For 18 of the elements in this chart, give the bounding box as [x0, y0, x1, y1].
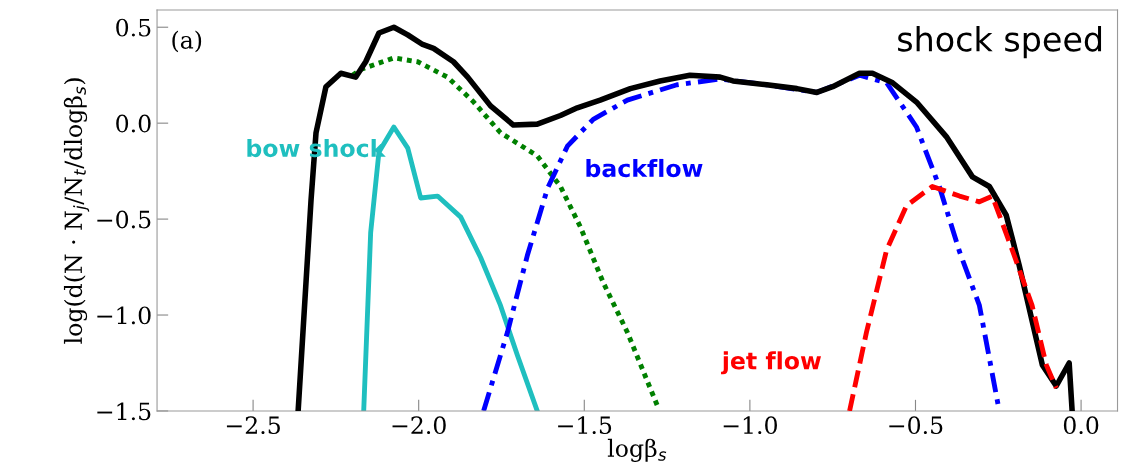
y-tick-label: 0.0: [116, 114, 151, 133]
y-tick-label: −1.5: [97, 402, 151, 421]
y-tick-label: −1.0: [97, 306, 151, 325]
x-tick-label: −2.0: [392, 416, 446, 435]
series-label: jet flow: [721, 351, 821, 375]
line-series: [847, 184, 1059, 411]
x-tick-label: −2.5: [226, 416, 280, 435]
series-label: shock speed: [898, 25, 1102, 59]
x-tick-label: 0.0: [1063, 416, 1099, 435]
x-tick-label: −0.5: [889, 416, 943, 435]
y-tick-label: 0.5: [116, 18, 151, 37]
y-tick-label: −0.5: [97, 210, 151, 229]
y-axis-title: log(d(N · N$_{j}$/N$_{t}$/dlogβ$_{s}$): [63, 78, 90, 344]
annotation: (a): [172, 30, 202, 53]
x-tick-label: −1.5: [558, 416, 612, 435]
series-label: backflow: [586, 158, 703, 178]
x-tick-label: −1.0: [723, 416, 777, 435]
x-axis-title: logβ$_{s}$: [607, 438, 667, 462]
